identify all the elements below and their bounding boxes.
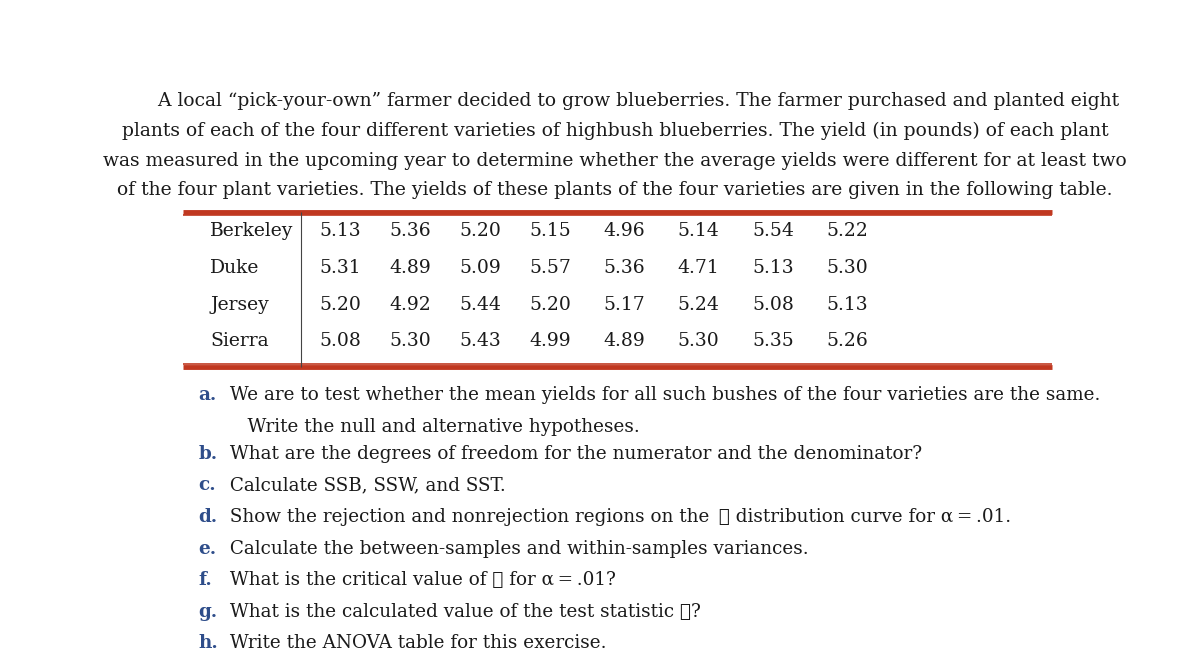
Text: h.: h. [198,634,218,652]
Text: 5.26: 5.26 [827,332,869,350]
Text: Calculate SSB, SSW, and SST.: Calculate SSB, SSW, and SST. [224,476,506,494]
Text: What are the degrees of freedom for the numerator and the denominator?: What are the degrees of freedom for the … [224,445,923,463]
Text: was measured in the upcoming year to determine whether the average yields were d: was measured in the upcoming year to det… [103,152,1127,170]
Text: 5.36: 5.36 [604,259,646,276]
Text: What is the critical value of Ｆ for α = .01?: What is the critical value of Ｆ for α = … [224,572,617,589]
Text: f.: f. [198,572,212,589]
Text: 5.15: 5.15 [529,222,571,240]
Text: Show the rejection and nonrejection regions on the  Ｆ distribution curve for α =: Show the rejection and nonrejection regi… [224,508,1012,526]
Text: plants of each of the four different varieties of highbush blueberries. The yiel: plants of each of the four different var… [121,122,1109,140]
Text: 4.96: 4.96 [604,222,646,240]
Text: 5.09: 5.09 [460,259,502,276]
Text: 5.13: 5.13 [752,259,794,276]
Text: 5.08: 5.08 [319,332,361,350]
Text: 5.57: 5.57 [529,259,571,276]
Text: 4.71: 4.71 [678,259,720,276]
Text: 5.30: 5.30 [390,332,431,350]
Text: 5.22: 5.22 [827,222,869,240]
Text: 5.24: 5.24 [678,296,720,314]
Text: A local “pick-your-own” farmer decided to grow blueberries. The farmer purchased: A local “pick-your-own” farmer decided t… [110,92,1120,110]
Text: 4.99: 4.99 [529,332,571,350]
Text: 5.20: 5.20 [460,222,502,240]
Text: d.: d. [198,508,217,526]
Text: b.: b. [198,445,217,463]
Text: 5.36: 5.36 [390,222,431,240]
Text: What is the calculated value of the test statistic Ｆ?: What is the calculated value of the test… [224,603,701,621]
Text: 5.13: 5.13 [827,296,869,314]
Text: 5.30: 5.30 [678,332,720,350]
Text: Berkeley: Berkeley [210,222,294,240]
Text: of the four plant varieties. The yields of these plants of the four varieties ar: of the four plant varieties. The yields … [118,181,1112,199]
Text: Duke: Duke [210,259,260,276]
Text: Write the ANOVA table for this exercise.: Write the ANOVA table for this exercise. [224,634,607,652]
Text: Jersey: Jersey [210,296,269,314]
Text: c.: c. [198,476,216,494]
Text: 5.14: 5.14 [678,222,720,240]
Text: Calculate the between-samples and within-samples variances.: Calculate the between-samples and within… [224,540,809,558]
Text: 4.92: 4.92 [390,296,431,314]
Text: 5.54: 5.54 [752,222,794,240]
Text: 4.89: 4.89 [390,259,431,276]
Text: a.: a. [198,387,217,404]
Text: 5.13: 5.13 [320,222,361,240]
Text: Write the null and alternative hypotheses.: Write the null and alternative hypothese… [224,418,640,436]
Text: 5.20: 5.20 [319,296,361,314]
Text: 5.35: 5.35 [752,332,794,350]
Text: 5.43: 5.43 [460,332,502,350]
Text: 4.89: 4.89 [604,332,646,350]
Text: 5.17: 5.17 [604,296,646,314]
Text: 5.44: 5.44 [460,296,502,314]
Text: We are to test whether the mean yields for all such bushes of the four varieties: We are to test whether the mean yields f… [224,387,1100,404]
Text: g.: g. [198,603,217,621]
Text: 5.31: 5.31 [320,259,361,276]
Text: Sierra: Sierra [210,332,269,350]
Text: 5.30: 5.30 [827,259,869,276]
Text: 5.08: 5.08 [752,296,794,314]
Text: 5.20: 5.20 [529,296,571,314]
Text: e.: e. [198,540,216,558]
